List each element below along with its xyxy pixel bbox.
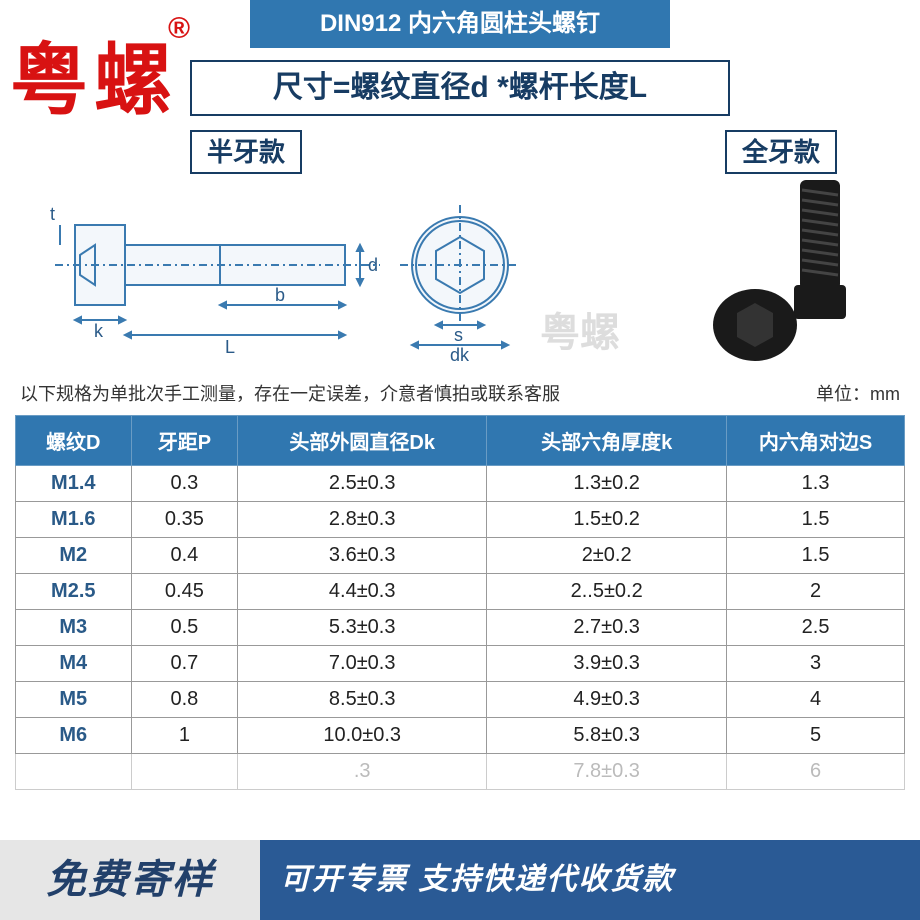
table-cell: 4.9±0.3 (487, 682, 727, 718)
table-header-cell: 牙距P (131, 416, 238, 466)
measurement-note: 以下规格为单批次手工测量，存在一定误差，介意者慎拍或联系客服 (20, 380, 760, 406)
table-cell: 10.0±0.3 (238, 718, 487, 754)
table-header-row: 螺纹D牙距P头部外圆直径Dk头部六角厚度k内六角对边S (16, 416, 905, 466)
table-cell: 2.7±0.3 (487, 610, 727, 646)
table-cell: M2 (16, 538, 132, 574)
table-cell: M1.4 (16, 466, 132, 502)
table-row: M6110.0±0.35.8±0.35 (16, 718, 905, 754)
page: DIN912 内六角圆柱头螺钉 粤螺® 尺寸=螺纹直径d *螺杆长度L 半牙款 … (0, 0, 920, 920)
table-cell: 4.4±0.3 (238, 574, 487, 610)
table-cell: 1.3±0.2 (487, 466, 727, 502)
table-cell: 0.35 (131, 502, 238, 538)
table-row: M30.55.3±0.32.7±0.32.5 (16, 610, 905, 646)
table-header-cell: 头部六角厚度k (487, 416, 727, 466)
table-cell: M6 (16, 718, 132, 754)
table-cell: 2.5 (727, 610, 905, 646)
table-row: M40.77.0±0.33.9±0.33 (16, 646, 905, 682)
table-row: M2.50.454.4±0.32..5±0.22 (16, 574, 905, 610)
label-s: s (454, 325, 463, 345)
table-cell: 2±0.2 (487, 538, 727, 574)
table-cell: 7.8±0.3 (487, 754, 727, 790)
table-row: M1.40.32.5±0.31.3±0.21.3 (16, 466, 905, 502)
table-cell (131, 754, 238, 790)
label-dk: dk (450, 345, 470, 365)
title-bar: DIN912 内六角圆柱头螺钉 (250, 0, 670, 48)
table-cell: 0.45 (131, 574, 238, 610)
bolt-photo (700, 175, 880, 365)
table-cell: 8.5±0.3 (238, 682, 487, 718)
table-cell: 3.9±0.3 (487, 646, 727, 682)
table-cell: 2..5±0.2 (487, 574, 727, 610)
table-cell: 1.5±0.2 (487, 502, 727, 538)
spec-table: 螺纹D牙距P头部外圆直径Dk头部六角厚度k内六角对边S M1.40.32.5±0… (15, 415, 905, 790)
table-cell: 4 (727, 682, 905, 718)
table-cell: 2 (727, 574, 905, 610)
label-b: b (275, 285, 285, 305)
table-header-cell: 内六角对边S (727, 416, 905, 466)
table-cell: 0.4 (131, 538, 238, 574)
table-cell: 7.0±0.3 (238, 646, 487, 682)
table-cell: 0.8 (131, 682, 238, 718)
table-row: M20.43.6±0.32±0.21.5 (16, 538, 905, 574)
table-cell: M4 (16, 646, 132, 682)
banner-free-sample: 免费寄样 (0, 840, 260, 920)
formula-box: 尺寸=螺纹直径d *螺杆长度L (190, 60, 730, 116)
table-cell: 0.3 (131, 466, 238, 502)
label-d: d (368, 255, 378, 275)
table-cell: 5 (727, 718, 905, 754)
table-row: M50.88.5±0.34.9±0.34 (16, 682, 905, 718)
brand-text: 粤螺 (10, 36, 178, 124)
label-k: k (94, 321, 104, 341)
table-cell: M1.6 (16, 502, 132, 538)
table-cell: 2.5±0.3 (238, 466, 487, 502)
unit-label: 单位：mm (816, 380, 900, 406)
variant-full-thread: 全牙款 (725, 130, 837, 174)
table-row: M1.60.352.8±0.31.5±0.21.5 (16, 502, 905, 538)
table-cell: 3 (727, 646, 905, 682)
brand-mark: ® (168, 12, 196, 45)
table-cell: M3 (16, 610, 132, 646)
table-cell: 0.7 (131, 646, 238, 682)
table-cell: 1.5 (727, 502, 905, 538)
label-t: t (50, 204, 55, 224)
table-cell: 6 (727, 754, 905, 790)
brand-logo: 粤螺® (10, 18, 206, 130)
table-cell: M5 (16, 682, 132, 718)
table-cell: 1 (131, 718, 238, 754)
table-header-cell: 头部外圆直径Dk (238, 416, 487, 466)
table-cell: .3 (238, 754, 487, 790)
technical-diagram: t k L b d s dk (20, 185, 560, 365)
label-L: L (225, 337, 235, 357)
table-row: .37.8±0.36 (16, 754, 905, 790)
table-cell: 0.5 (131, 610, 238, 646)
table-cell: 1.5 (727, 538, 905, 574)
table-cell: 2.8±0.3 (238, 502, 487, 538)
variant-half-thread: 半牙款 (190, 130, 302, 174)
table-cell: 5.8±0.3 (487, 718, 727, 754)
table-header-cell: 螺纹D (16, 416, 132, 466)
bottom-banner: 免费寄样 可开专票 支持快递代收货款 (0, 840, 920, 920)
table-cell: 5.3±0.3 (238, 610, 487, 646)
table-cell: 3.6±0.3 (238, 538, 487, 574)
table-cell (16, 754, 132, 790)
banner-services: 可开专票 支持快递代收货款 (260, 840, 920, 920)
table-cell: M2.5 (16, 574, 132, 610)
table-cell: 1.3 (727, 466, 905, 502)
